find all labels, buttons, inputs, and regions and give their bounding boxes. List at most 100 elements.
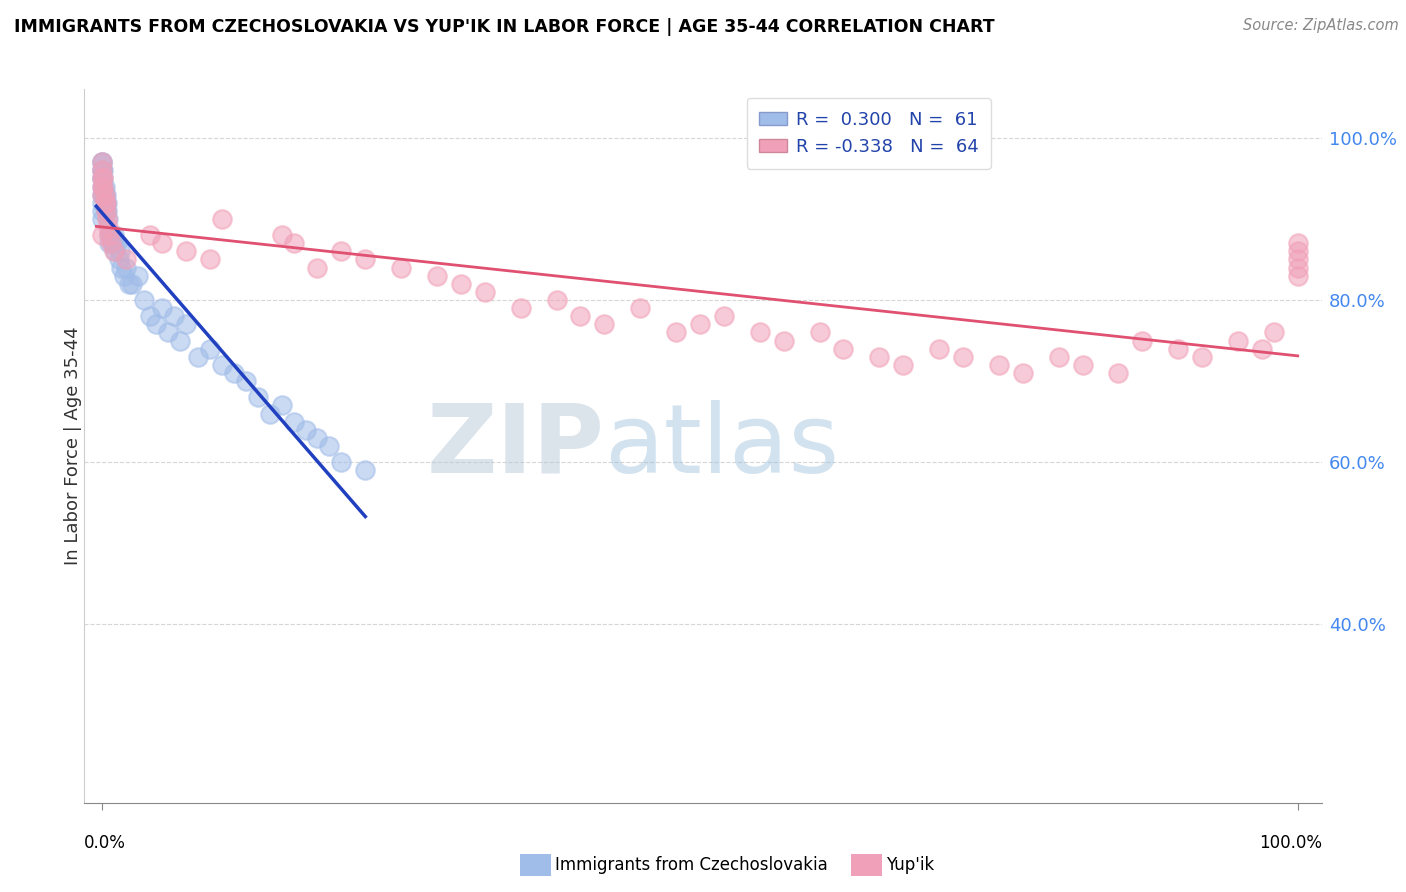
Point: [103, 228, 125, 243]
Point: [145, 318, 167, 332]
Point: [222, 366, 245, 380]
Point: [211, 211, 233, 226]
Point: [91, 187, 114, 202]
Point: [91, 228, 114, 243]
Point: [987, 358, 1010, 372]
Text: atlas: atlas: [605, 400, 839, 492]
Point: [93, 179, 115, 194]
Point: [665, 326, 688, 340]
Point: [509, 301, 531, 315]
Point: [91, 171, 114, 186]
Point: [198, 252, 221, 267]
Point: [91, 203, 114, 218]
Point: [94, 195, 117, 210]
Point: [952, 350, 974, 364]
Point: [150, 301, 173, 315]
Point: [283, 236, 305, 251]
Point: [259, 407, 281, 421]
Point: [1011, 366, 1033, 380]
Text: Yup'ik: Yup'ik: [886, 856, 934, 874]
Y-axis label: In Labor Force | Age 35-44: In Labor Force | Age 35-44: [65, 326, 82, 566]
Point: [354, 463, 377, 477]
Text: Source: ZipAtlas.com: Source: ZipAtlas.com: [1243, 18, 1399, 33]
Point: [174, 244, 197, 259]
Point: [97, 220, 120, 235]
Point: [713, 310, 735, 324]
Point: [93, 187, 115, 202]
Point: [91, 179, 114, 194]
Point: [110, 260, 132, 275]
Point: [354, 252, 377, 267]
Point: [91, 163, 114, 178]
Point: [91, 155, 114, 169]
Point: [569, 310, 592, 324]
Point: [93, 187, 115, 202]
Point: [105, 236, 128, 251]
Point: [93, 187, 115, 202]
Point: [174, 318, 197, 332]
Point: [928, 342, 950, 356]
Point: [450, 277, 472, 291]
Point: [1286, 260, 1309, 275]
Point: [121, 277, 143, 291]
Legend: R =  0.300   N =  61, R = -0.338   N =  64: R = 0.300 N = 61, R = -0.338 N = 64: [747, 98, 991, 169]
Point: [134, 293, 156, 307]
Point: [169, 334, 191, 348]
Point: [94, 203, 117, 218]
Point: [98, 236, 121, 251]
Point: [96, 203, 118, 218]
Point: [1071, 358, 1094, 372]
Point: [808, 326, 831, 340]
Point: [1047, 350, 1070, 364]
Text: ZIP: ZIP: [426, 400, 605, 492]
Point: [150, 236, 173, 251]
Point: [94, 187, 117, 202]
Point: [91, 211, 114, 226]
Point: [1107, 366, 1129, 380]
Point: [93, 195, 115, 210]
Point: [115, 252, 138, 267]
Point: [108, 252, 131, 267]
Point: [689, 318, 711, 332]
Text: 0.0%: 0.0%: [84, 834, 127, 852]
Point: [330, 455, 353, 469]
Point: [94, 195, 117, 210]
Point: [246, 390, 269, 404]
Point: [868, 350, 890, 364]
Text: IMMIGRANTS FROM CZECHOSLOVAKIA VS YUP'IK IN LABOR FORCE | AGE 35-44 CORRELATION : IMMIGRANTS FROM CZECHOSLOVAKIA VS YUP'IK…: [14, 18, 994, 36]
Point: [748, 326, 770, 340]
Point: [211, 358, 233, 372]
Point: [93, 179, 115, 194]
Point: [100, 228, 122, 243]
Point: [283, 415, 305, 429]
Point: [198, 342, 221, 356]
Point: [91, 155, 114, 169]
Point: [163, 310, 186, 324]
Point: [270, 228, 292, 243]
Text: Immigrants from Czechoslovakia: Immigrants from Czechoslovakia: [555, 856, 828, 874]
Point: [546, 293, 568, 307]
Point: [307, 260, 329, 275]
Point: [628, 301, 651, 315]
Point: [139, 228, 162, 243]
Point: [101, 236, 124, 251]
Point: [91, 171, 114, 186]
Point: [91, 163, 114, 178]
Point: [103, 236, 125, 251]
Point: [1286, 268, 1309, 283]
Point: [1130, 334, 1153, 348]
Point: [139, 310, 162, 324]
Point: [91, 187, 114, 202]
Point: [98, 228, 121, 243]
Point: [104, 244, 127, 259]
Point: [91, 163, 114, 178]
Point: [1286, 244, 1309, 259]
Point: [112, 268, 135, 283]
Point: [96, 211, 118, 226]
Point: [91, 171, 114, 186]
Point: [93, 171, 115, 186]
Point: [93, 179, 115, 194]
Point: [187, 350, 209, 364]
Point: [1191, 350, 1213, 364]
Point: [94, 203, 117, 218]
